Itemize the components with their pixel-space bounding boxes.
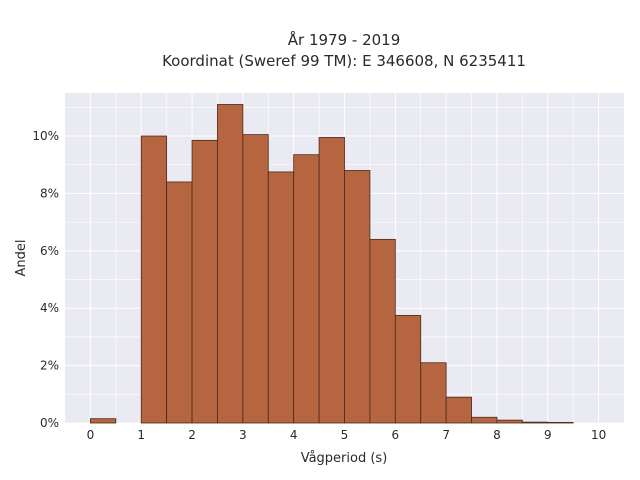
histogram-bar	[496, 419, 523, 424]
histogram-bar	[344, 170, 371, 424]
histogram-bar	[420, 362, 447, 424]
chart-title-line-2: Koordinat (Sweref 99 TM): E 346608, N 62…	[162, 52, 526, 70]
histogram-bar	[318, 137, 345, 424]
x-tick-label: 3	[239, 428, 247, 442]
x-tick-label: 1	[137, 428, 145, 442]
x-tick-label: 6	[391, 428, 399, 442]
histogram-bar	[191, 139, 218, 424]
x-tick-label: 9	[544, 428, 552, 442]
x-tick-label: 10	[591, 428, 606, 442]
histogram-bar	[242, 134, 269, 424]
x-tick-label: 8	[493, 428, 501, 442]
x-tick-labels: 0 1 2 3 4 5 6 7 8 9 10	[87, 428, 607, 442]
histogram-bar	[140, 135, 168, 424]
y-tick-label: 0%	[40, 416, 59, 430]
histogram-bar	[547, 422, 574, 424]
histogram-bar	[90, 418, 117, 424]
x-tick-label: 4	[290, 428, 298, 442]
y-tick-labels: 0% 2% 4% 6% 8% 10%	[32, 129, 59, 430]
x-axis-label: Vågperiod (s)	[301, 451, 388, 466]
y-tick-label: 2%	[40, 359, 59, 373]
histogram-bar	[217, 104, 244, 424]
histogram-bar	[471, 416, 498, 424]
histogram-bars	[90, 104, 574, 424]
histogram-bar	[369, 238, 396, 424]
histogram-bar	[293, 154, 320, 424]
chart-title-line-1: År 1979 - 2019	[288, 30, 401, 49]
histogram-bar	[521, 421, 549, 424]
histogram-bar	[394, 314, 422, 424]
histogram-bar	[267, 171, 295, 424]
y-axis-label: Andel	[14, 240, 29, 277]
x-tick-label: 2	[188, 428, 196, 442]
histogram-bar	[166, 181, 193, 424]
y-tick-label: 6%	[40, 244, 59, 258]
x-tick-label: 7	[442, 428, 450, 442]
x-tick-label: 0	[87, 428, 95, 442]
histogram-bar	[445, 396, 472, 424]
y-tick-label: 4%	[40, 301, 59, 315]
x-tick-label: 5	[341, 428, 349, 442]
y-tick-label: 8%	[40, 186, 59, 200]
y-tick-label: 10%	[32, 129, 59, 143]
